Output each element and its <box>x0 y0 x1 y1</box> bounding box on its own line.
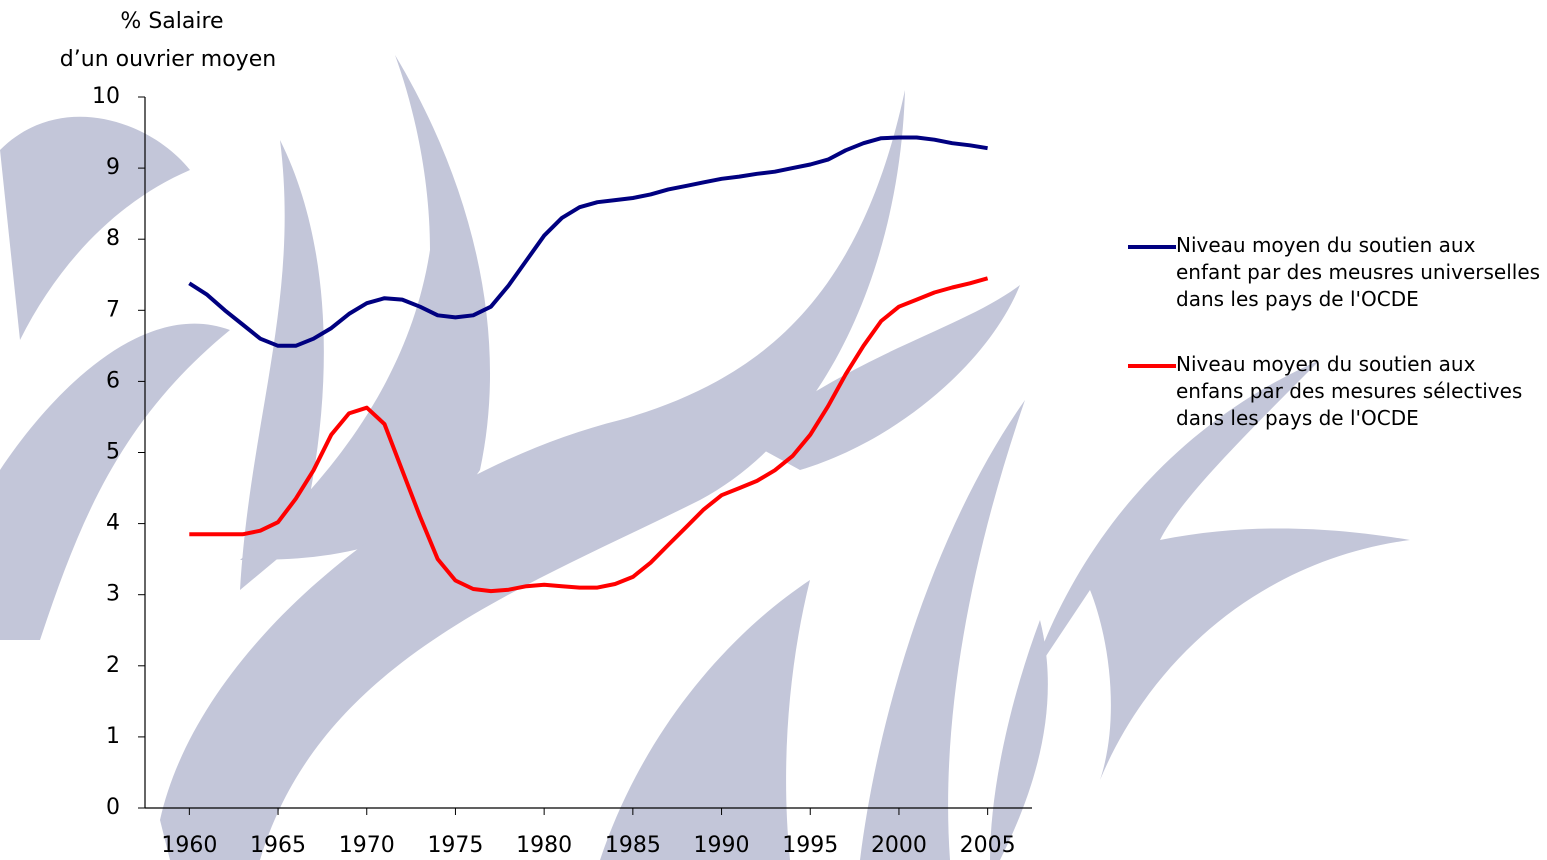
series-line <box>189 276 989 594</box>
y-tick-label: 8 <box>106 226 120 251</box>
x-tick-label: 1980 <box>516 833 572 858</box>
y-tick-label: 7 <box>106 297 120 322</box>
x-tick-label: 1965 <box>250 833 306 858</box>
y-tick-label: 10 <box>92 84 120 109</box>
legend-label: Niveau moyen du soutien aux enfans par d… <box>1176 352 1523 430</box>
x-tick-label: 1970 <box>339 833 395 858</box>
legend-item: Niveau moyen du soutien aux enfans par d… <box>1128 351 1543 432</box>
x-tick-label: 1995 <box>782 833 838 858</box>
y-tick-label: 5 <box>106 440 120 465</box>
x-tick-label: 2005 <box>960 833 1016 858</box>
x-tick-label: 1975 <box>427 833 483 858</box>
y-axis-title: d’un ouvrier moyen <box>60 47 276 72</box>
x-tick-label: 1960 <box>161 833 217 858</box>
legend-swatch <box>1128 364 1176 368</box>
legend: Niveau moyen du soutien aux enfant par d… <box>1128 232 1543 470</box>
series-line <box>188 135 988 348</box>
y-tick-label: 9 <box>106 155 120 180</box>
y-tick-label: 1 <box>106 724 120 749</box>
y-tick-label: 4 <box>106 511 120 536</box>
x-tick-label: 1990 <box>694 833 750 858</box>
y-tick-label: 6 <box>106 368 120 393</box>
y-tick-label: 3 <box>106 582 120 607</box>
legend-item: Niveau moyen du soutien aux enfant par d… <box>1128 232 1543 313</box>
background-shapes <box>0 55 1410 860</box>
y-axis-title: % Salaire <box>120 9 223 34</box>
y-tick-label: 2 <box>106 653 120 678</box>
legend-label: Niveau moyen du soutien aux enfant par d… <box>1176 233 1541 311</box>
x-tick-label: 2000 <box>871 833 927 858</box>
y-tick-label: 0 <box>106 795 120 820</box>
legend-swatch <box>1128 245 1176 249</box>
x-tick-label: 1985 <box>605 833 661 858</box>
